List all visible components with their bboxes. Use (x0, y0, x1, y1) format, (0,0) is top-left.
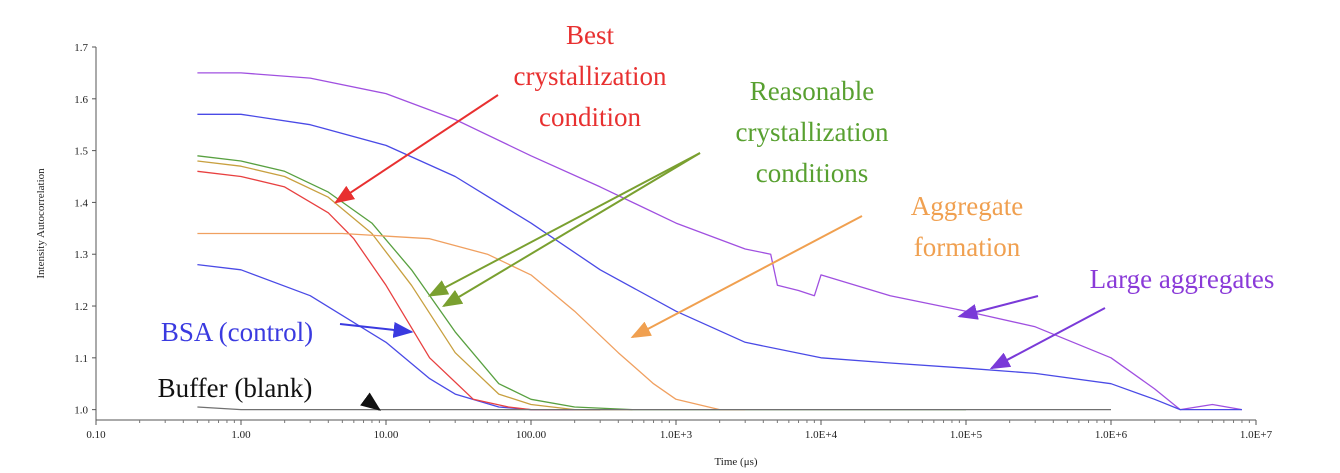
axes: 1.0 1.1 1.2 1.3 1.4 1.5 1.6 1.7 0.10 1.00 10.00 100… (35, 42, 1273, 468)
x-tick-label: 1.0E+3 (660, 429, 693, 441)
annotation-reasonable-arrow (427, 152, 701, 297)
x-tick-label: 0.10 (86, 429, 106, 441)
y-tick-label: 1.6 (74, 94, 88, 106)
annotation-best-text: Best (566, 20, 615, 50)
series-line-5 (197, 155, 966, 411)
annotation-reasonable: Reasonable crystallization conditions (427, 76, 889, 308)
series-line-4 (197, 160, 633, 411)
annotation-large-aggregates: Large aggregates (957, 264, 1275, 370)
annotation-large-aggregates-arrow (957, 295, 1039, 320)
series-line-6 (197, 232, 746, 411)
annotation-bsa-arrow (339, 321, 414, 338)
annotation-best-text: condition (539, 102, 641, 132)
y-tick-label: 1.5 (74, 146, 88, 158)
x-tick-label: 1.0E+4 (805, 429, 838, 441)
x-tick-label: 100.00 (516, 429, 547, 441)
annotation-large-aggregates-text: Large aggregates (1090, 264, 1275, 294)
annotation-best-text: crystallization (514, 61, 667, 91)
y-tick-label: 1.7 (74, 42, 88, 54)
annotation-aggregate-text: Aggregate (911, 191, 1023, 221)
annotation-aggregate-text: formation (914, 232, 1021, 262)
annotation-reasonable-text: crystallization (736, 117, 889, 147)
series-line-0 (197, 72, 1243, 411)
annotation-buffer-text: Buffer (blank) (158, 373, 313, 403)
x-tick-label: 10.00 (374, 429, 399, 441)
x-axis-label: Time (μs) (714, 456, 757, 468)
y-axis-label: Intensity Autocorrelation (35, 168, 47, 279)
x-tick-label: 1.0E+5 (950, 429, 983, 441)
y-tick-label: 1.2 (74, 301, 88, 313)
x-tick-label: 1.0E+6 (1095, 429, 1128, 441)
annotation-reasonable-arrow (441, 152, 701, 308)
annotation-aggregate: Aggregate formation (630, 191, 1023, 339)
series-line-3 (197, 170, 601, 411)
series-line-1 (197, 113, 1242, 411)
annotation-bsa-text: BSA (control) (161, 317, 313, 347)
series-line-7 (197, 406, 1111, 411)
annotation-best-arrow (334, 94, 499, 204)
annotation-buffer: Buffer (blank) (158, 373, 381, 411)
y-tick-label: 1.1 (74, 353, 88, 365)
annotation-large-aggregates-arrow (989, 307, 1106, 370)
series-layer (197, 72, 1243, 411)
annotation-reasonable-text: conditions (756, 158, 869, 188)
annotation-aggregate-arrow (630, 215, 863, 339)
annotation-best: Best crystallization condition (334, 20, 667, 204)
annotation-reasonable-text: Reasonable (750, 76, 874, 106)
annotation-buffer-arrow (360, 392, 381, 411)
y-tick-label: 1.3 (74, 249, 88, 261)
x-tick-label: 1.0E+7 (1240, 429, 1273, 441)
y-tick-label: 1.0 (74, 405, 88, 417)
annotation-layer: Best crystallization condition Reasonable cr… (158, 20, 1275, 411)
x-tick-label: 1.00 (231, 429, 251, 441)
annotation-bsa: BSA (control) (161, 317, 414, 347)
y-tick-label: 1.4 (74, 197, 88, 209)
